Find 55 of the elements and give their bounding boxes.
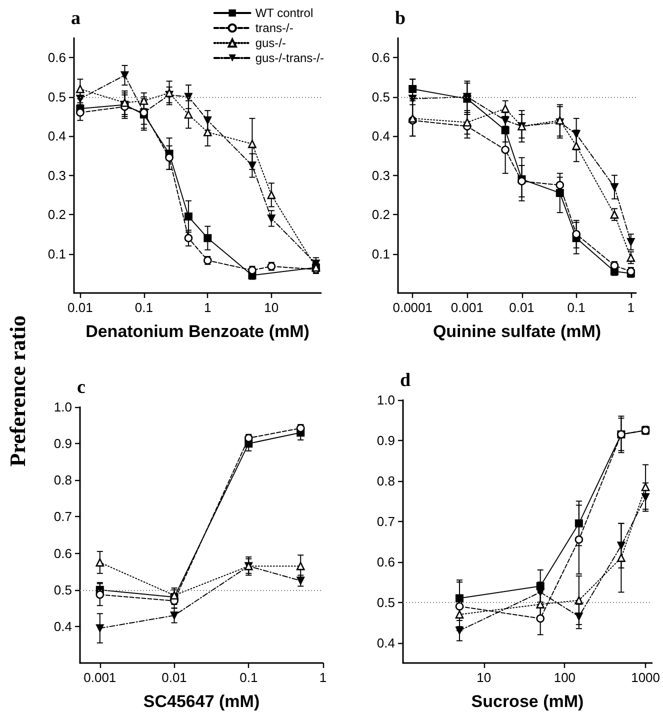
y-tick-label: 0.2 bbox=[372, 207, 390, 222]
legend-label: gus-/-trans-/- bbox=[255, 51, 324, 65]
y-tick-label: 0.4 bbox=[372, 128, 390, 144]
y-tick-label: 0.5 bbox=[48, 89, 66, 104]
x-tick-label: 0.1 bbox=[134, 300, 153, 315]
x-axis-title: SC45647 (mM) bbox=[143, 692, 260, 711]
y-tick-label: 0.5 bbox=[376, 594, 395, 610]
x-tick-label: 0.01 bbox=[509, 300, 534, 315]
y-tick-label: 0.1 bbox=[372, 246, 390, 262]
y-tick-label: 0.3 bbox=[48, 168, 66, 183]
x-tick-label: 0.01 bbox=[162, 670, 187, 685]
y-tick-label: 0.6 bbox=[376, 554, 395, 570]
x-tick-label: 0.1 bbox=[240, 670, 258, 685]
y-tick-label: 0.6 bbox=[372, 50, 390, 66]
legend-label: trans-/- bbox=[255, 21, 294, 35]
chart-title: c bbox=[77, 377, 86, 398]
y-tick-label: 1.0 bbox=[376, 392, 395, 408]
y-tick-label: 0.5 bbox=[372, 89, 390, 104]
y-tick-label: 1.0 bbox=[54, 400, 72, 414]
chart-title: a bbox=[71, 8, 81, 29]
y-tick-label: 0.4 bbox=[48, 128, 66, 144]
x-tick-label: 1 bbox=[627, 300, 635, 315]
x-tick-label: 1000 bbox=[631, 670, 660, 685]
y-axis-title: Preference ratio bbox=[5, 314, 31, 469]
x-tick-label: 10 bbox=[476, 670, 492, 685]
y-tick-label: 0.7 bbox=[376, 514, 395, 529]
y-tick-label: 0.9 bbox=[376, 432, 395, 448]
x-tick-label: 1 bbox=[204, 300, 212, 315]
x-tick-label: 0.01 bbox=[68, 300, 93, 315]
y-tick-label: 0.9 bbox=[54, 436, 72, 452]
y-tick-label: 0.2 bbox=[48, 207, 66, 222]
y-tick-label: 0.8 bbox=[54, 472, 72, 488]
legend-label: WT control bbox=[255, 6, 314, 20]
y-tick-label: 0.4 bbox=[376, 635, 395, 650]
y-tick-label: 0.1 bbox=[48, 246, 66, 262]
x-tick-label: 0.001 bbox=[84, 670, 116, 685]
x-tick-label: 10 bbox=[264, 300, 279, 315]
y-tick-label: 0.6 bbox=[48, 50, 66, 66]
x-axis-title: Quinine sulfate (mM) bbox=[432, 322, 602, 341]
chart-title: b bbox=[395, 8, 406, 29]
x-tick-label: 0.1 bbox=[567, 300, 586, 315]
y-tick-label: 0.3 bbox=[372, 168, 390, 183]
x-tick-label: 100 bbox=[554, 670, 576, 685]
x-tick-label: 0.001 bbox=[450, 300, 484, 315]
x-axis-title: Sucrose (mM) bbox=[471, 692, 584, 711]
chart-title: d bbox=[400, 370, 411, 391]
y-tick-label: 0.6 bbox=[54, 546, 72, 561]
x-tick-label: 0.0001 bbox=[392, 300, 432, 315]
y-tick-label: 0.7 bbox=[54, 509, 72, 524]
x-tick-label: 1 bbox=[319, 670, 327, 685]
y-tick-label: 0.8 bbox=[376, 473, 395, 488]
y-tick-label: 0.5 bbox=[54, 582, 72, 598]
y-tick-label: 0.4 bbox=[54, 618, 72, 634]
x-axis-title: Denatonium Benzoate (mM) bbox=[86, 322, 310, 341]
legend-label: gus-/- bbox=[255, 36, 286, 50]
